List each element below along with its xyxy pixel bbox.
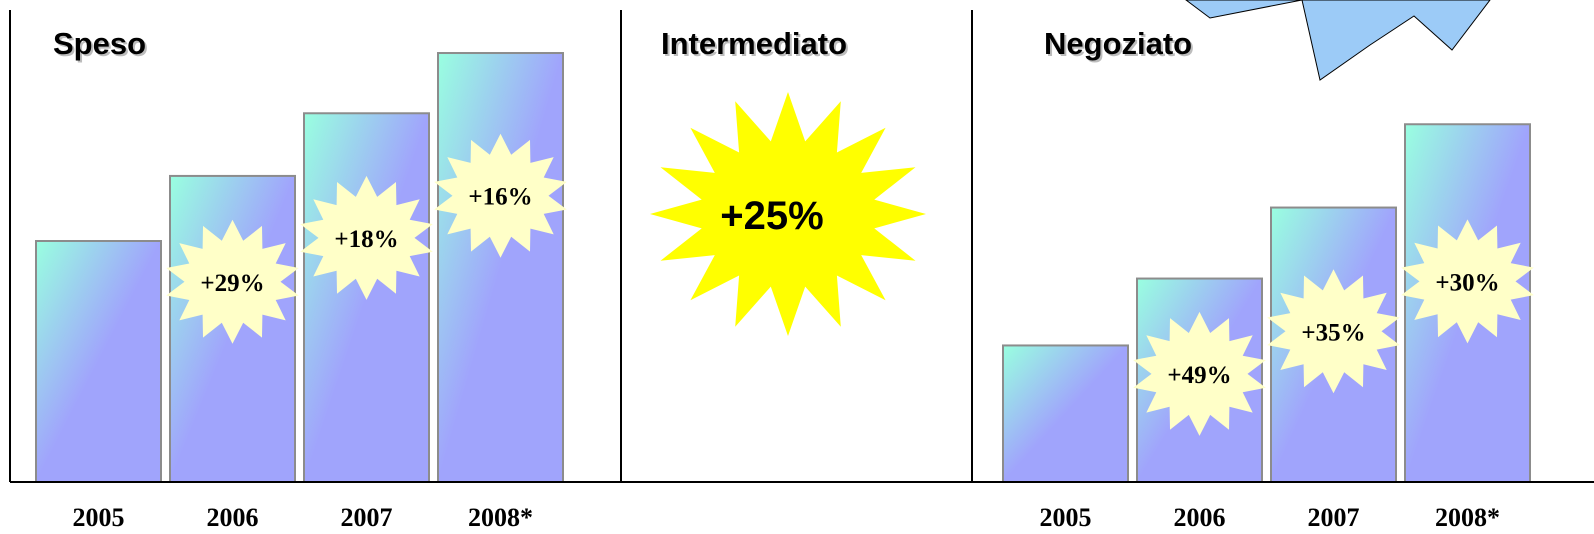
speso-bar-0	[35, 240, 162, 483]
speso-category-label-0: 2005	[73, 503, 125, 532]
speso-title: Speso	[53, 26, 147, 61]
speso-category-label-2: 2007	[341, 503, 393, 532]
negoziato-growth-burst-1	[1133, 311, 1266, 436]
chart-baseline	[10, 481, 1594, 483]
negoziato-category-label-3: 2008*	[1435, 503, 1500, 532]
negoziato-bar-0	[1002, 344, 1129, 483]
speso-category-label-3: 2008*	[468, 503, 533, 532]
corner-burst-decoration	[1185, 0, 1491, 81]
negoziato-title: Negoziato	[1044, 26, 1193, 61]
speso-category-label-1: 2006	[207, 503, 259, 532]
panel-divider-2	[971, 10, 973, 482]
speso-growth-label-3: +16%	[468, 184, 532, 211]
intermediato-growth-label: +25%	[720, 194, 823, 238]
negoziato-growth-burst-2	[1267, 269, 1400, 394]
axis-left-line	[9, 10, 11, 482]
speso-bar-3	[437, 52, 564, 484]
speso-growth-label-2: +18%	[334, 226, 398, 253]
negoziato-growth-label-3: +30%	[1435, 269, 1499, 296]
negoziato-category-label-0: 2005	[1040, 503, 1092, 532]
speso-growth-label-1: +29%	[200, 270, 264, 297]
speso-growth-burst-1	[166, 219, 299, 344]
panel-divider-1	[620, 10, 622, 482]
negoziato-growth-burst-3	[1401, 219, 1534, 344]
speso-growth-burst-3	[434, 133, 567, 258]
negoziato-category-label-1: 2006	[1174, 503, 1226, 532]
negoziato-growth-label-2: +35%	[1301, 319, 1365, 346]
negoziato-growth-label-1: +49%	[1167, 362, 1231, 389]
intermediato-growth-burst	[650, 92, 926, 336]
speso-growth-burst-2	[300, 175, 433, 300]
intermediato-title: Intermediato	[661, 26, 848, 61]
negoziato-category-label-2: 2007	[1308, 503, 1360, 532]
